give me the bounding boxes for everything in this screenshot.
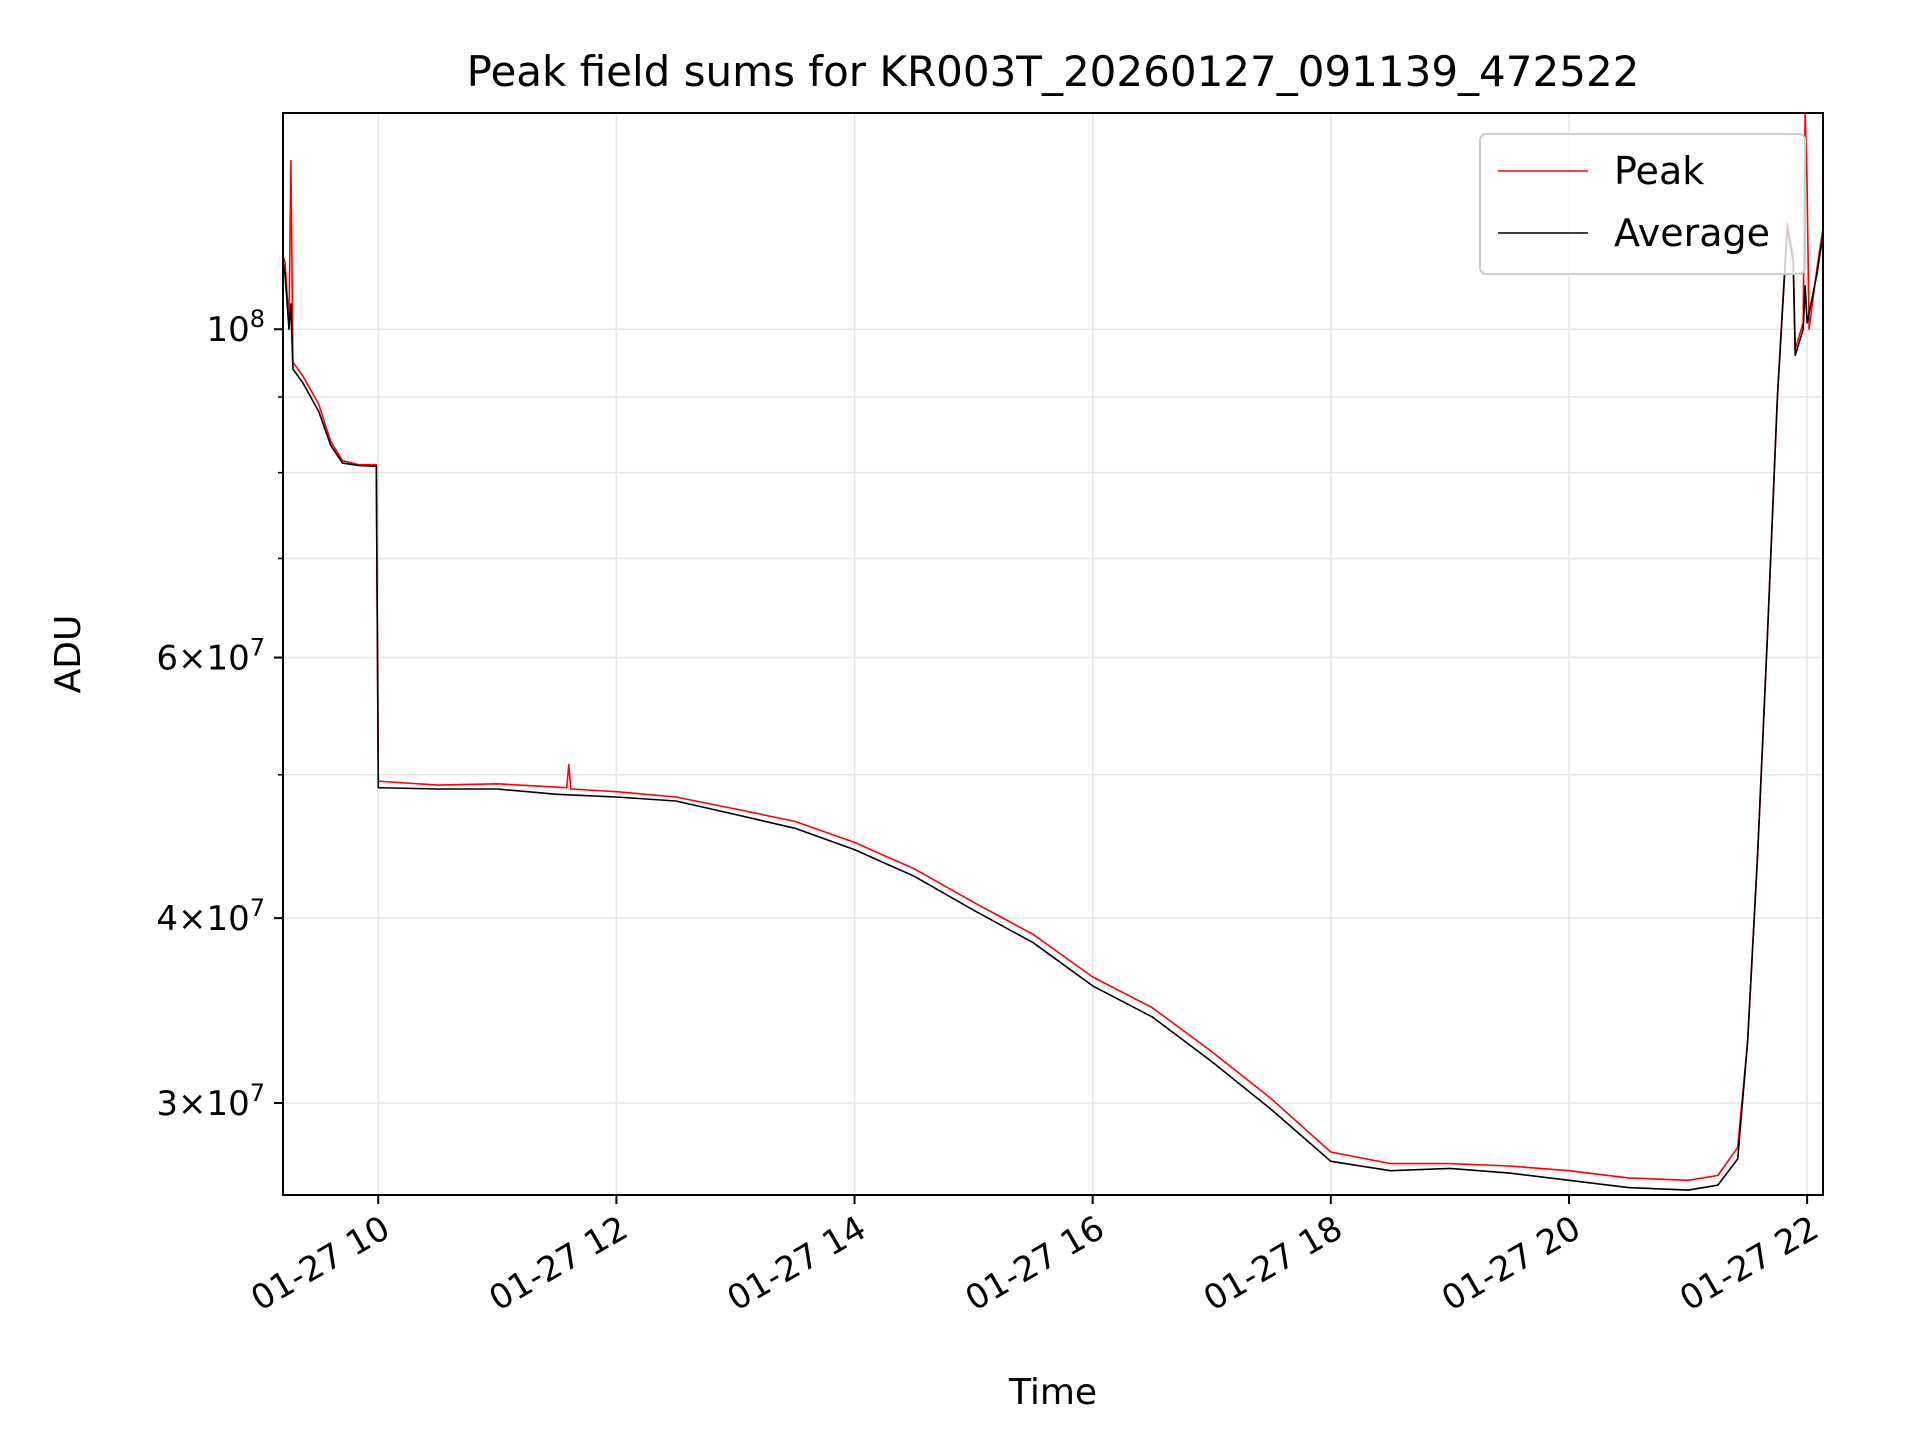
legend: Peak Average [1479,133,1806,275]
legend-label-peak: Peak [1614,149,1704,193]
y-axis-label: ADU [48,615,89,694]
plot-frame [282,112,1824,1196]
y-tick-label: 6×107 [156,634,265,679]
x-axis-label: Time [1008,1372,1097,1413]
legend-box [1479,133,1806,275]
legend-label-average: Average [1614,211,1770,255]
grid [283,113,1823,1195]
y-tick-label: 4×107 [156,894,265,939]
y-tick-label: 108 [206,305,265,350]
y-tick-label: 3×107 [156,1079,265,1124]
chart-title: Peak field sums for KR003T_20260127_0911… [467,47,1640,96]
series-line-average [283,227,1823,1191]
series-layer [283,113,1823,1191]
